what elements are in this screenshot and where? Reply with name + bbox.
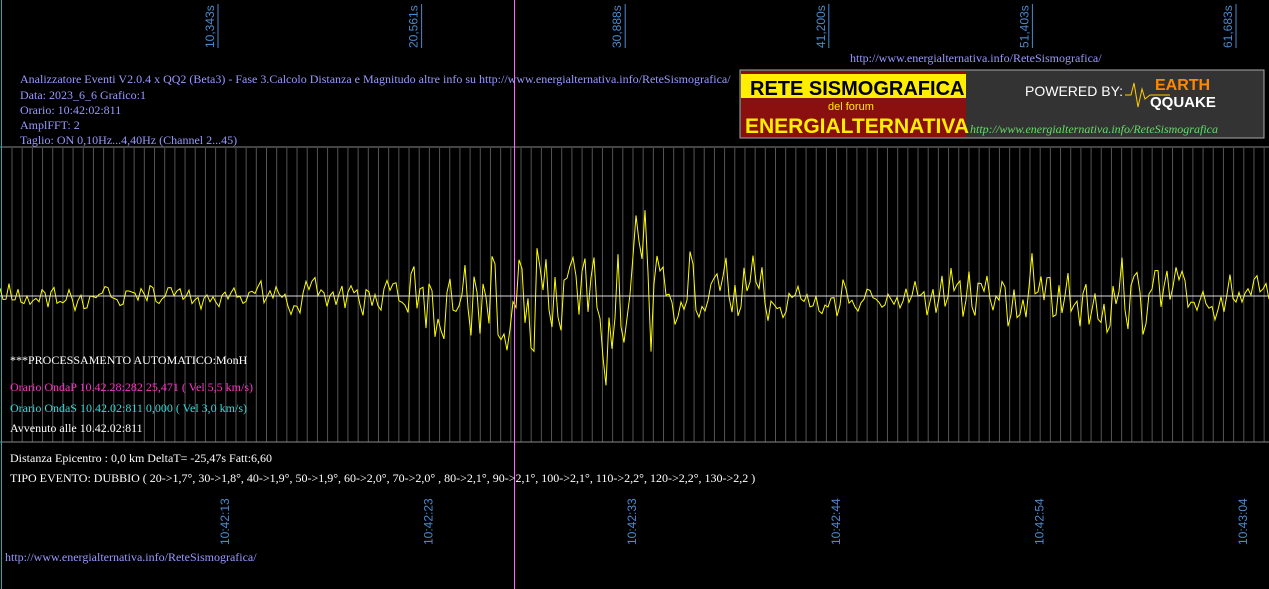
avvenuto: Avvenuto alle 10.42.02:811	[10, 421, 143, 435]
logo: RETE SISMOGRAFICA del forum ENERGIALTERN…	[739, 69, 1265, 139]
logo-title: RETE SISMOGRAFICA	[750, 78, 964, 100]
top-tick-label: 51,403s	[1017, 5, 1031, 48]
grid	[11, 148, 1265, 442]
processing: ***PROCESSAMENTO AUTOMATICO:MonH Orario …	[10, 353, 755, 485]
footer-url: http://www.energialternativa.info/ReteSi…	[5, 550, 257, 564]
header-line: AmplFFT: 2	[20, 118, 80, 132]
bottom-tick-label: 10:42:13	[218, 498, 232, 545]
bottom-tick-label: 10:43:04	[1236, 498, 1250, 545]
top-tick-label: 41,200s	[814, 5, 828, 48]
logo-earth: EARTH	[1155, 77, 1210, 94]
logo-quake: QQUAKE	[1150, 94, 1216, 111]
distanza: Distanza Epicentro : 0,0 km DeltaT= -25,…	[10, 451, 272, 465]
waveform	[0, 210, 1269, 386]
bottom-tick-label: 10:42:44	[829, 498, 843, 545]
logo-icon	[1125, 82, 1170, 108]
logo-title: ENERGIALTERNATIVA	[745, 115, 969, 138]
logo-powered: POWERED BY:	[1025, 83, 1123, 99]
header-line: Orario: 10:42:02:811	[20, 103, 121, 117]
onda-p: Orario OndaP 10.42.28:282 25,471 ( Vel 5…	[10, 380, 253, 394]
bottom-tick-label: 10:42:54	[1032, 498, 1046, 545]
header-line: Data: 2023_6_6 Grafico:1	[20, 88, 146, 102]
top-tick-label: 61,683s	[1221, 5, 1235, 48]
logo-sub: del forum	[828, 101, 874, 113]
tipo-evento: TIPO EVENTO: DUBBIO ( 20->1,7°, 30->1,8°…	[10, 471, 755, 485]
header-line: Analizzatore Eventi V2.0.4 x QQ2 (Beta3)…	[20, 72, 731, 86]
header: Analizzatore Eventi V2.0.4 x QQ2 (Beta3)…	[20, 72, 731, 147]
bottom-tick-label: 10:42:23	[422, 498, 436, 545]
logo-band	[741, 74, 966, 98]
onda-s: Orario OndaS 10.42.02:811 0,000 ( Vel 3,…	[10, 401, 247, 415]
ticks: 10,343s 20,561s 30,888s 41,200s 51,403s 61,68…	[203, 4, 1250, 545]
top-tick-label: 30,888s	[610, 5, 624, 48]
top-tick-label: 20,561s	[407, 5, 421, 48]
processing-title: ***PROCESSAMENTO AUTOMATICO:MonH	[10, 353, 248, 367]
bottom-tick-label: 10:42:33	[625, 498, 639, 545]
header-line: Taglio: ON 0,10Hz...4,40Hz (Channel 2...…	[20, 133, 237, 147]
logo-url: http://www.energialternativa.info/ReteSi…	[970, 122, 1218, 136]
top-tick-label: 10,343s	[203, 5, 217, 48]
top-url: http://www.energialternativa.info/ReteSi…	[850, 51, 1102, 65]
